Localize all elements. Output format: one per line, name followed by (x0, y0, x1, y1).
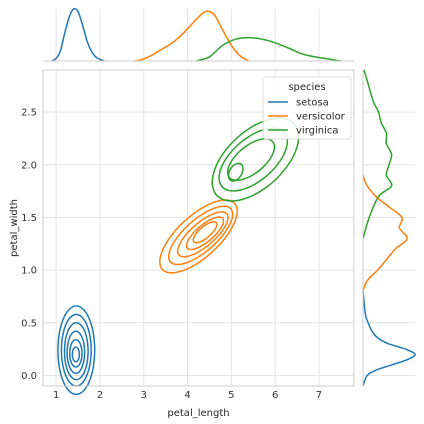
right-marginal-gridlines (363, 111, 415, 376)
setosa-contour (60, 313, 92, 387)
setosa-contour (57, 305, 96, 396)
versicolor-contour (167, 205, 234, 266)
legend-entries: setosa versicolor virginica (268, 98, 346, 137)
y-tick-label: 1.0 (21, 266, 37, 277)
setosa-contour (66, 330, 86, 375)
setosa-contour (68, 338, 83, 368)
kde-contours (57, 117, 300, 396)
virginica-right-density (362, 69, 393, 239)
y-tick-label: 1.5 (21, 213, 37, 224)
virginica-top-density (196, 36, 342, 62)
right-marginal-curves (362, 69, 416, 387)
joint-axes-frame (42, 69, 355, 387)
y-tick-label: 0.5 (21, 318, 37, 329)
x-tick-label: 4 (184, 390, 190, 401)
x-gridlines (55, 70, 320, 386)
legend-label-versicolor: versicolor (296, 112, 346, 123)
x-tick-label: 2 (97, 390, 103, 401)
x-tick-label: 7 (316, 390, 322, 401)
y-tick-label: 2.5 (21, 108, 37, 119)
versicolor-contour (176, 211, 229, 258)
legend-label-virginica: virginica (296, 126, 339, 137)
versicolor-top-density (134, 10, 250, 62)
versicolor-right-density (362, 175, 408, 292)
x-tick-label: 3 (141, 390, 147, 401)
top-marginal (43, 7, 354, 62)
virginica-contour (227, 162, 244, 182)
right-marginal (362, 69, 416, 387)
legend-title: species (288, 82, 325, 93)
setosa-right-density (362, 291, 416, 387)
y-tick-label: 2.0 (21, 160, 37, 171)
top-marginal-curves (51, 7, 342, 62)
setosa-top-density (51, 7, 105, 62)
top-marginal-gridlines (55, 9, 320, 61)
setosa-contour (63, 322, 89, 381)
y-tick-label: 0.0 (21, 371, 37, 382)
x-tick-label: 6 (272, 390, 278, 401)
versicolor-contour (185, 216, 225, 251)
y-axis-label: petal_width (9, 199, 20, 257)
x-tick-labels: 1 2 3 4 5 6 7 (53, 390, 322, 401)
virginica-contour (226, 138, 276, 181)
versicolor-contour (159, 199, 238, 274)
x-tick-label: 5 (228, 390, 234, 401)
versicolor-contour (192, 220, 218, 244)
legend: species setosa versicolor virginica (262, 76, 352, 140)
legend-label-setosa: setosa (296, 98, 329, 109)
legend-box (262, 76, 352, 140)
x-tick-label: 1 (53, 390, 59, 401)
setosa-contour (71, 346, 81, 363)
x-axis-label: petal_length (167, 408, 229, 419)
y-tick-labels: 0.0 0.5 1.0 1.5 2.0 2.5 (21, 108, 37, 382)
